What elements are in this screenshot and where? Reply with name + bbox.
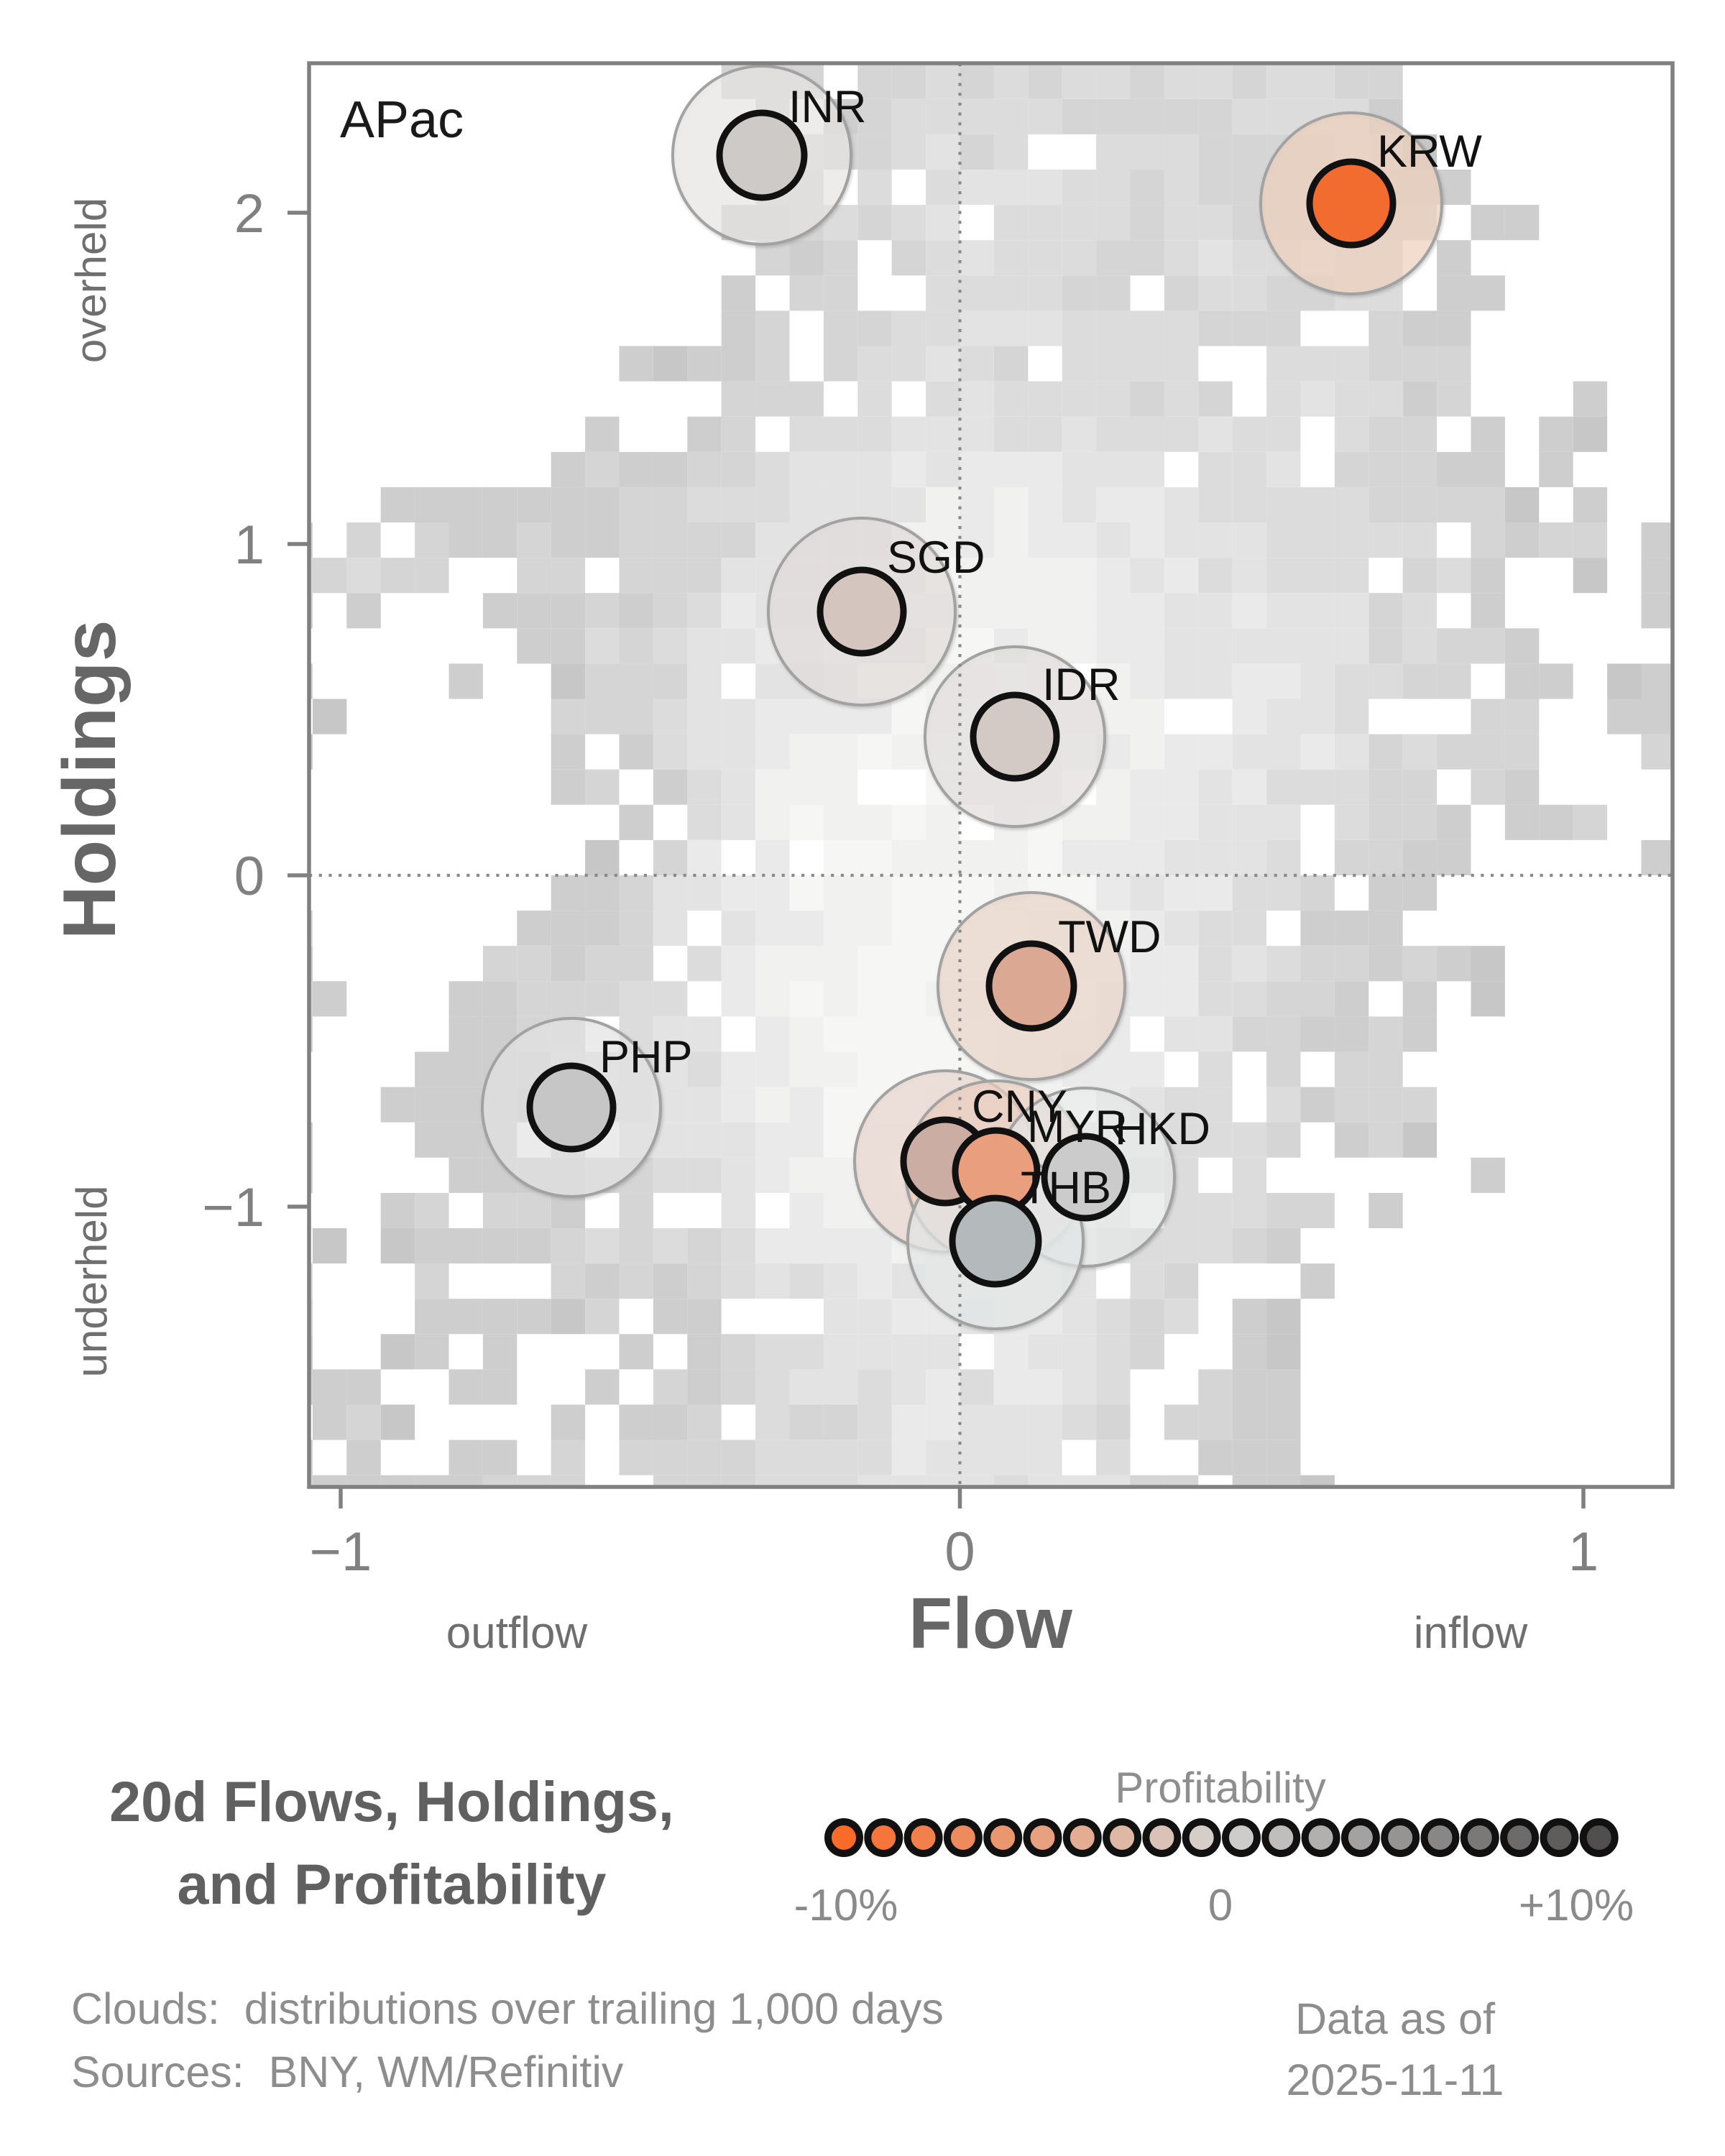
svg-text:Sources: BNY, WM/Refinitiv: Sources: BNY, WM/Refinitiv <box>71 2047 624 2096</box>
svg-text:2025-11-11: 2025-11-11 <box>1287 2055 1504 2104</box>
svg-text:TWD: TWD <box>1058 912 1161 962</box>
svg-text:CNY: CNY <box>972 1082 1067 1132</box>
svg-text:IDR: IDR <box>1042 660 1121 710</box>
svg-text:THB: THB <box>1021 1163 1111 1213</box>
svg-text:Clouds: distributions over tr: Clouds: distributions over trailing 1,00… <box>71 1984 944 2033</box>
svg-text:and Profitability: and Profitability <box>178 1852 607 1916</box>
svg-text:0: 0 <box>234 846 264 907</box>
svg-text:APac: APac <box>340 91 464 149</box>
svg-text:underheld: underheld <box>68 1186 116 1378</box>
svg-text:MYR: MYR <box>1027 1102 1128 1152</box>
svg-text:+10%: +10% <box>1519 1881 1634 1930</box>
svg-text:Holdings: Holdings <box>48 620 132 940</box>
svg-text:0: 0 <box>1208 1881 1233 1930</box>
svg-text:0: 0 <box>944 1521 975 1583</box>
svg-text:INR: INR <box>788 82 867 132</box>
svg-text:PHP: PHP <box>599 1032 693 1082</box>
svg-text:-10%: -10% <box>794 1881 898 1930</box>
svg-text:inflow: inflow <box>1414 1608 1528 1658</box>
svg-text:outflow: outflow <box>446 1608 588 1658</box>
svg-text:2: 2 <box>234 183 264 244</box>
svg-text:−1: −1 <box>310 1521 372 1583</box>
svg-text:overheld: overheld <box>67 198 115 363</box>
svg-text:Flow: Flow <box>908 1583 1072 1664</box>
svg-text:−1: −1 <box>202 1177 264 1238</box>
svg-text:KRW: KRW <box>1377 126 1482 177</box>
svg-text:20d Flows, Holdings,: 20d Flows, Holdings, <box>109 1769 674 1833</box>
svg-text:Profitability: Profitability <box>1115 1764 1325 1812</box>
svg-text:SGD: SGD <box>887 533 985 583</box>
svg-text:Data as of: Data as of <box>1295 1994 1496 2043</box>
svg-text:HKD: HKD <box>1115 1104 1210 1154</box>
svg-text:1: 1 <box>234 515 264 576</box>
svg-text:1: 1 <box>1568 1521 1598 1583</box>
